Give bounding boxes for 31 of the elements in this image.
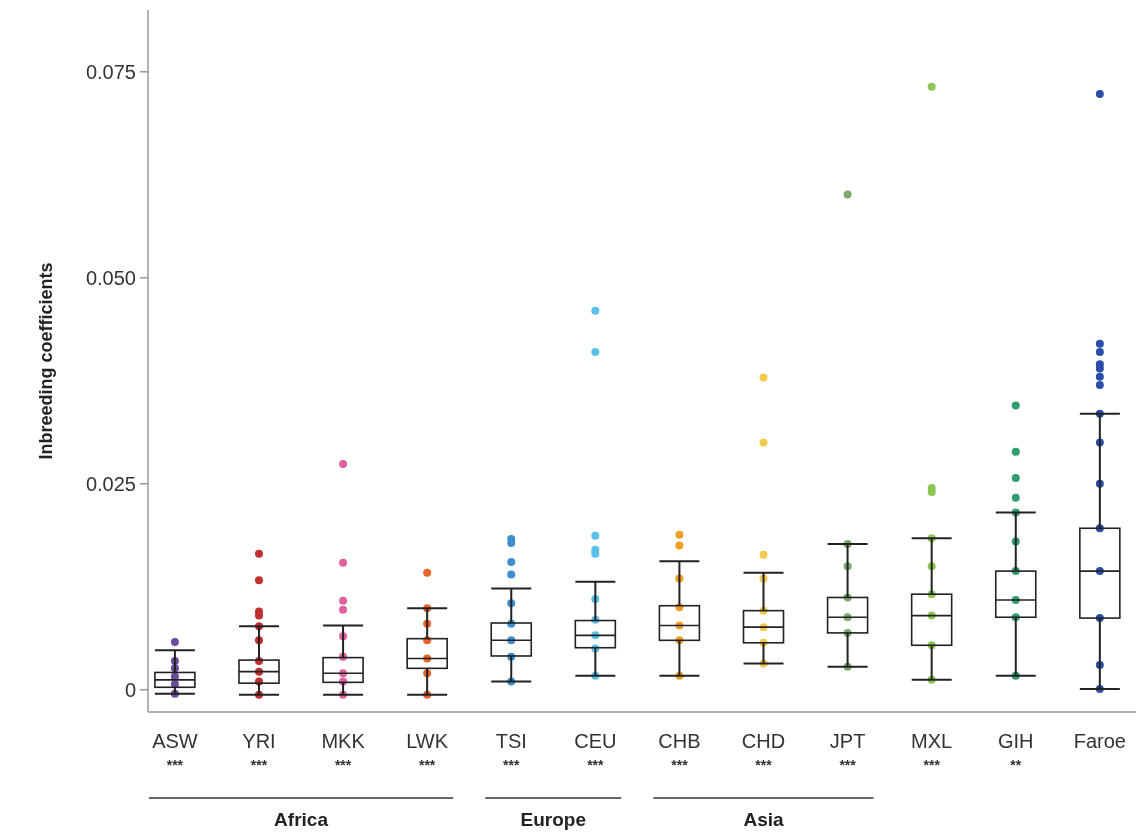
text: *** bbox=[839, 757, 857, 773]
text: *** bbox=[250, 757, 268, 773]
text: *** bbox=[755, 757, 773, 773]
y-axis-title: Inbreeding coefficients bbox=[36, 262, 56, 460]
text: *** bbox=[671, 757, 689, 773]
y-tick-label: 0 bbox=[124, 678, 136, 701]
text: *** bbox=[334, 757, 352, 773]
x-tick-label: ASW bbox=[152, 730, 198, 752]
text: Asia bbox=[743, 809, 784, 830]
text: ** bbox=[1010, 757, 1022, 773]
x-tick-label: MKK bbox=[321, 730, 366, 752]
text: *** bbox=[923, 757, 941, 773]
y-tick-label: 0.075 bbox=[85, 60, 136, 83]
text: *** bbox=[166, 757, 184, 773]
x-tick-label: MXL bbox=[911, 730, 953, 752]
x-tick-label: LWK bbox=[406, 730, 449, 752]
text: *** bbox=[503, 757, 520, 773]
x-tick-label: CHB bbox=[658, 730, 701, 752]
x-tick-label: CEU bbox=[574, 730, 617, 752]
text: Africa bbox=[274, 809, 329, 830]
x-tick-label: GIH bbox=[997, 730, 1034, 752]
x-tick-label: Faroe bbox=[1073, 730, 1126, 752]
x-tick-label: TSI bbox=[495, 730, 527, 752]
x-tick-label: JPT bbox=[829, 730, 866, 752]
y-tick-label: 0.025 bbox=[85, 472, 136, 495]
x-tick-label: CHD bbox=[741, 730, 786, 752]
y-tick-label: 0.050 bbox=[85, 266, 136, 289]
text: Europe bbox=[520, 809, 587, 830]
text: *** bbox=[418, 757, 436, 773]
x-tick-label: YRI bbox=[242, 730, 276, 752]
text: *** bbox=[587, 757, 605, 773]
